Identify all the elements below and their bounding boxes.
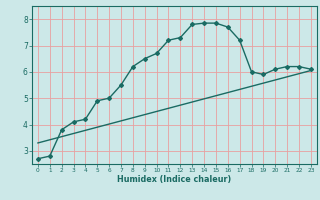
X-axis label: Humidex (Indice chaleur): Humidex (Indice chaleur) xyxy=(117,175,232,184)
